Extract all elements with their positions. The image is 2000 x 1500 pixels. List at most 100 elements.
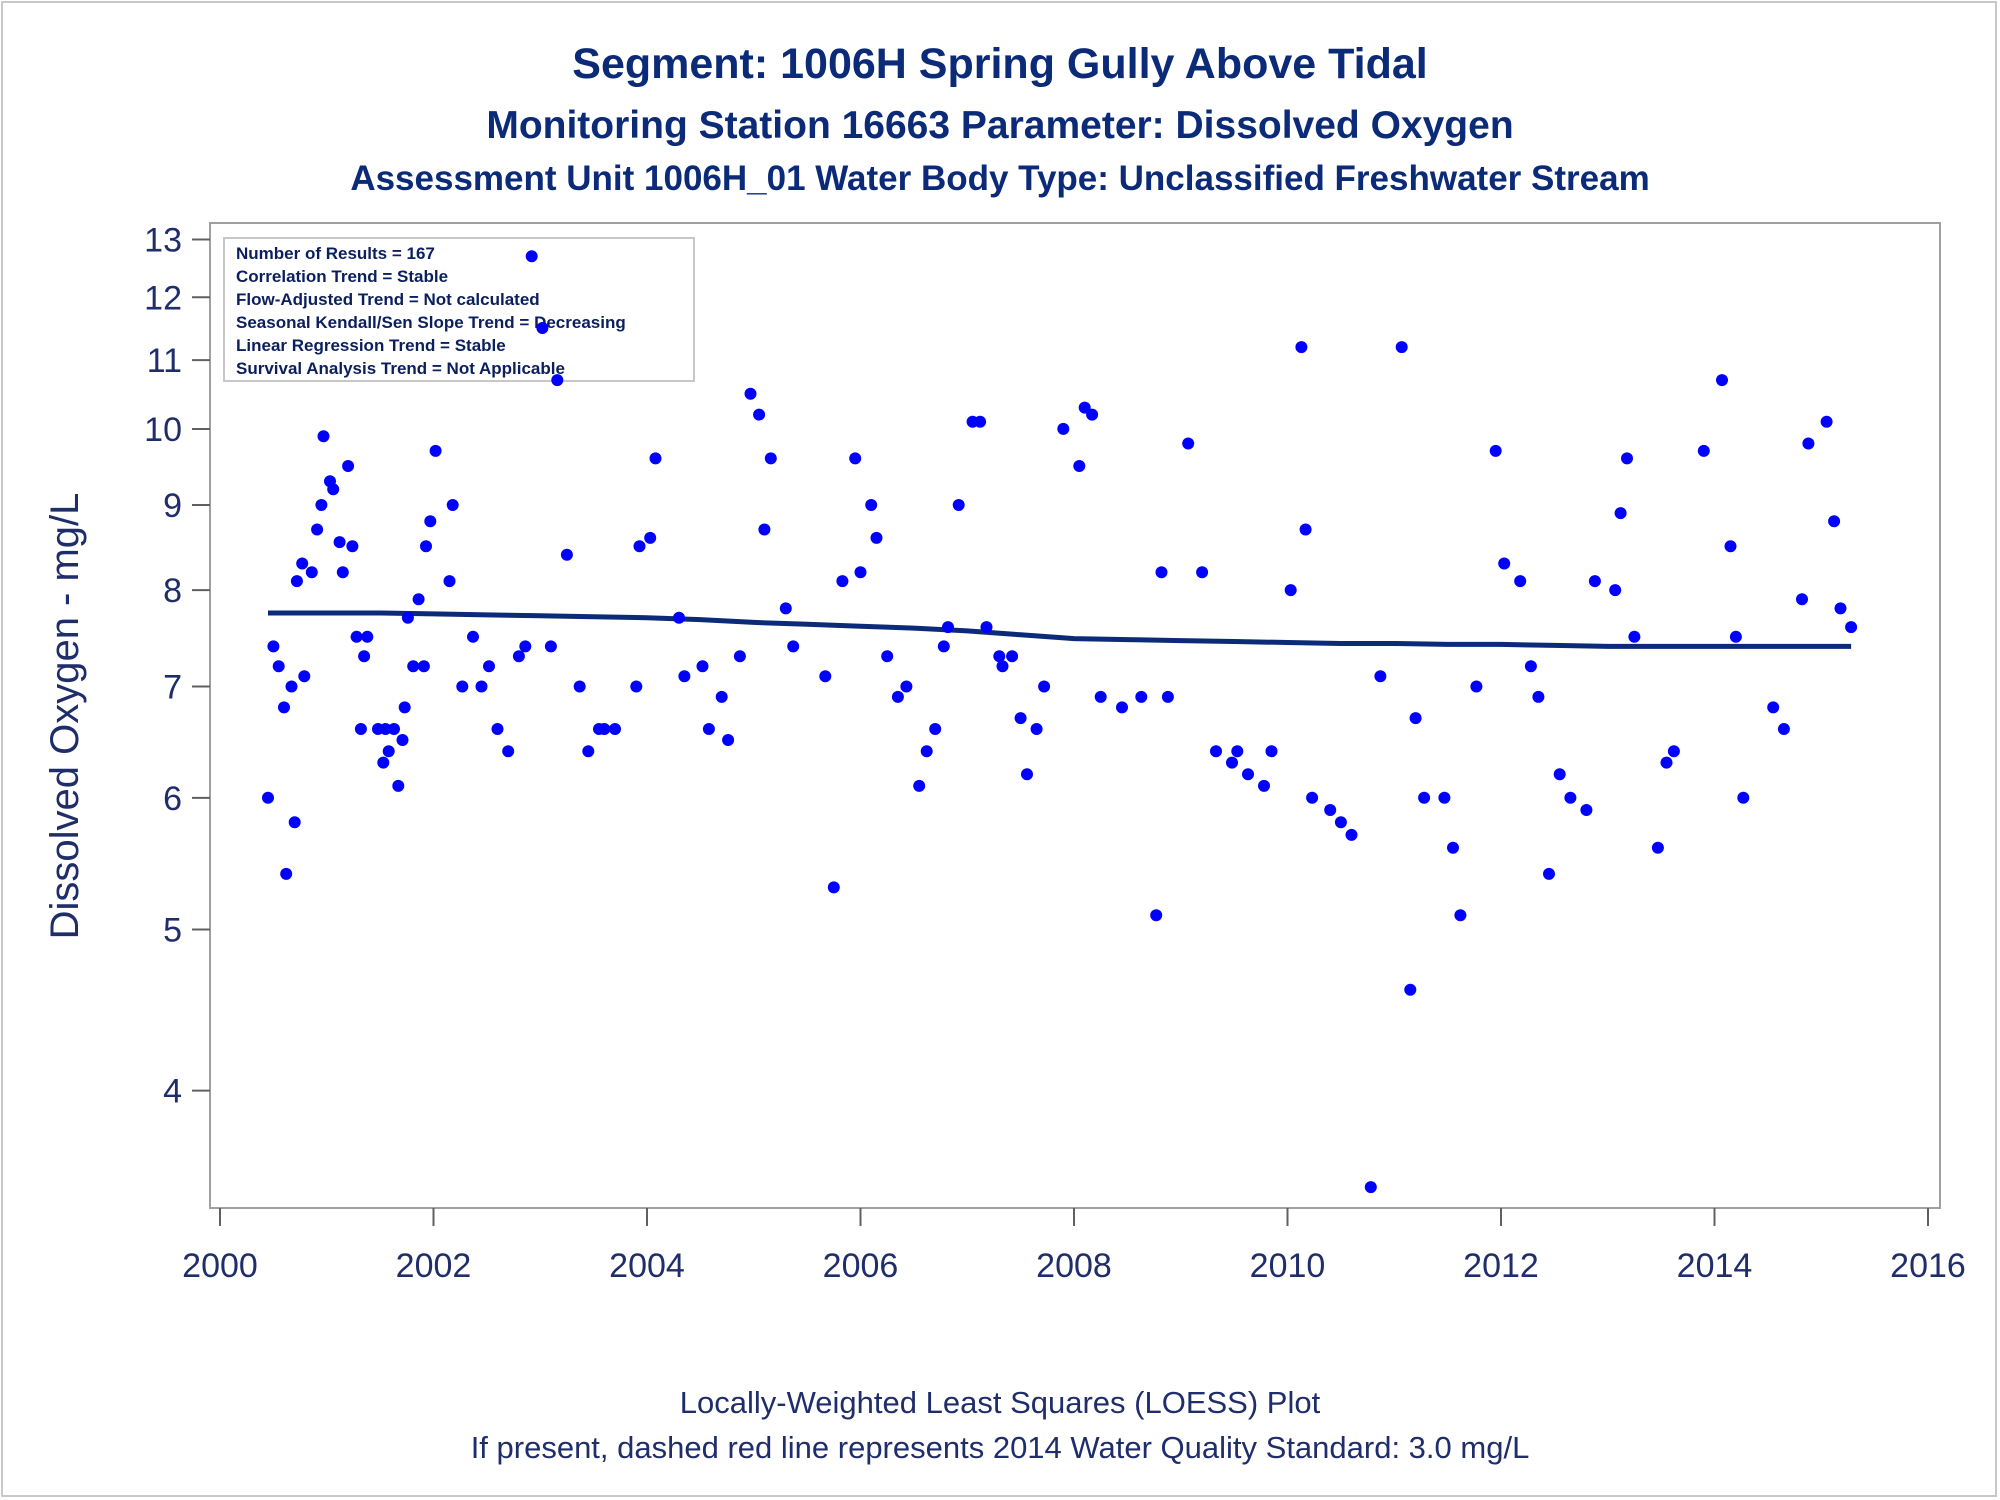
data-point <box>525 250 538 263</box>
data-point <box>467 630 479 643</box>
data-point <box>1182 437 1195 450</box>
data-point <box>819 670 832 683</box>
data-point <box>358 650 371 663</box>
data-point <box>849 452 862 465</box>
x-tick-label: 2008 <box>1036 1247 1112 1285</box>
data-point <box>388 723 400 735</box>
data-point <box>1489 444 1502 457</box>
data-point <box>536 322 549 334</box>
x-tick-label: 2006 <box>823 1247 899 1285</box>
data-point <box>1284 584 1297 597</box>
data-point <box>1196 566 1209 579</box>
data-point <box>350 630 363 643</box>
data-point <box>1364 1181 1377 1194</box>
data-point <box>392 779 405 792</box>
data-point <box>512 650 525 663</box>
data-point <box>582 745 595 758</box>
data-point <box>354 723 367 735</box>
y-tick-label: 5 <box>163 911 182 949</box>
data-point <box>1021 768 1033 781</box>
data-point <box>1409 712 1422 725</box>
data-point <box>1802 437 1815 450</box>
data-point <box>696 660 709 673</box>
data-point <box>900 680 913 693</box>
data-point <box>1580 804 1593 816</box>
data-point <box>333 536 346 549</box>
data-point <box>573 680 586 693</box>
data-point <box>1564 791 1577 804</box>
data-point <box>346 540 359 553</box>
data-point <box>787 640 800 653</box>
data-point <box>1660 756 1673 769</box>
y-axis-label: Dissolved Oxygen - mg/L <box>43 493 87 940</box>
x-tick-label: 2002 <box>396 1247 472 1285</box>
data-point <box>377 756 390 769</box>
x-tick-label: 2004 <box>609 1247 685 1285</box>
data-point <box>974 415 987 428</box>
data-point <box>744 387 757 400</box>
chart-subtitle-2: Assessment Unit 1006H_01 Water Body Type… <box>350 159 1649 198</box>
data-point <box>1767 701 1780 714</box>
data-point <box>1226 756 1238 769</box>
data-point <box>379 723 392 735</box>
data-point <box>1588 575 1601 588</box>
data-point <box>342 460 355 472</box>
data-point <box>1628 630 1641 643</box>
data-point <box>1324 804 1337 816</box>
data-point <box>1716 374 1728 387</box>
data-point <box>1073 460 1086 472</box>
data-point <box>1334 816 1347 829</box>
data-point <box>993 650 1006 663</box>
data-point <box>443 575 456 588</box>
data-point <box>678 670 691 683</box>
data-point <box>1737 791 1750 804</box>
data-point <box>609 723 621 735</box>
trend-stats-box: Number of Results = 167 Correlation Tren… <box>223 237 695 382</box>
y-tick-label: 4 <box>163 1073 182 1111</box>
data-point <box>401 611 414 624</box>
data-point <box>1295 341 1308 354</box>
x-tick-label: 2012 <box>1463 1247 1539 1285</box>
data-point <box>456 680 469 693</box>
footer-line-2: If present, dashed red line represents 2… <box>471 1430 1530 1465</box>
footer-line-1: Locally-Weighted Least Squares (LOESS) P… <box>680 1385 1321 1420</box>
data-point <box>1242 768 1254 781</box>
x-axis: 2000 2002 2004 2006 2008 2010 2012 2014 2016 <box>182 1208 1966 1285</box>
data-point <box>881 650 894 663</box>
data-point <box>1094 690 1107 703</box>
data-point <box>1543 867 1555 880</box>
y-tick-label: 8 <box>163 572 182 610</box>
data-point <box>715 690 728 703</box>
data-point <box>929 723 942 735</box>
data-point <box>1729 630 1742 643</box>
data-point <box>865 499 878 511</box>
stat-survival-analysis-trend: Survival Analysis Trend = Not Applicable <box>236 359 565 378</box>
data-point <box>412 593 425 606</box>
data-point <box>1553 768 1566 781</box>
data-point <box>1057 422 1070 435</box>
data-point <box>311 523 324 536</box>
data-point <box>1299 523 1312 536</box>
data-point <box>1796 593 1808 606</box>
y-tick-label: 11 <box>147 342 182 380</box>
data-point <box>382 745 395 758</box>
data-point <box>560 548 573 561</box>
data-point <box>779 602 792 615</box>
data-point <box>1038 680 1051 693</box>
data-point <box>262 791 274 804</box>
data-point <box>1514 575 1527 588</box>
data-point <box>280 867 293 880</box>
data-point <box>446 499 459 511</box>
data-point <box>290 575 303 588</box>
data-point <box>396 734 409 746</box>
data-point <box>429 444 442 457</box>
y-tick-label: 10 <box>144 411 182 449</box>
data-point <box>305 566 318 579</box>
x-tick-label: 2010 <box>1250 1247 1326 1285</box>
data-point <box>1210 745 1222 758</box>
data-points <box>262 250 1858 1194</box>
x-tick-label: 2000 <box>182 1247 258 1285</box>
data-point <box>753 408 766 421</box>
data-point <box>1777 723 1790 735</box>
